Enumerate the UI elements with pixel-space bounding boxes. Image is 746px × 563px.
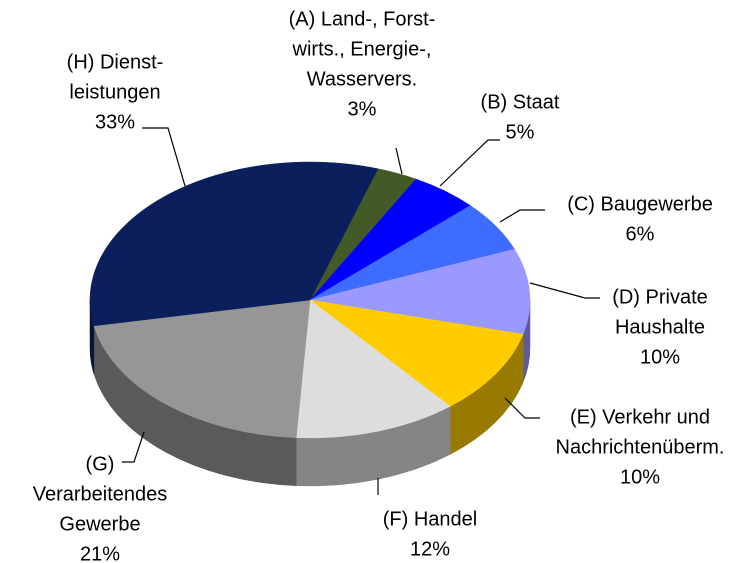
slice-label: (B) Staat <box>481 91 560 113</box>
slice-label: Haushalte <box>615 316 705 338</box>
value-label: 21% <box>80 543 120 563</box>
slice-label: (D) Private <box>612 286 708 308</box>
value-label: 10% <box>640 346 680 368</box>
slice-label: wirts., Energie-, <box>292 38 432 60</box>
leader-line <box>142 127 186 187</box>
slice-label: (H) Dienst- <box>67 51 164 73</box>
pie-slice <box>93 299 311 438</box>
slice-label: Verarbeitendes <box>33 483 168 505</box>
leader-line <box>395 147 403 175</box>
slice-label: (C) Baugewerbe <box>567 193 713 215</box>
value-label: 12% <box>410 538 450 560</box>
leader-line <box>529 282 600 299</box>
pie-slice <box>295 299 451 439</box>
pie-slice <box>89 161 379 327</box>
value-label: 10% <box>620 466 660 488</box>
pie-slice <box>309 248 531 335</box>
slice-label: Wasservers. <box>307 68 417 90</box>
value-label: 3% <box>348 98 377 120</box>
slice-label: leistungen <box>69 81 160 103</box>
value-label: 6% <box>626 223 655 245</box>
slice-label: (G) <box>86 453 115 475</box>
leader-line <box>499 209 545 223</box>
pie-slice <box>309 299 524 407</box>
slice-label: (F) Handel <box>383 508 477 530</box>
slice-label: (E) Verkehr und <box>570 406 710 428</box>
leader-line <box>504 397 540 419</box>
slice-label: (A) Land-, Forst- <box>289 8 436 30</box>
slice-label: Gewerbe <box>59 513 140 535</box>
value-label: 33% <box>95 111 135 133</box>
leader-line <box>122 431 145 463</box>
value-label: 5% <box>506 121 535 143</box>
slice-label: Nachrichtenüberm. <box>556 436 725 458</box>
leader-line <box>439 139 500 187</box>
